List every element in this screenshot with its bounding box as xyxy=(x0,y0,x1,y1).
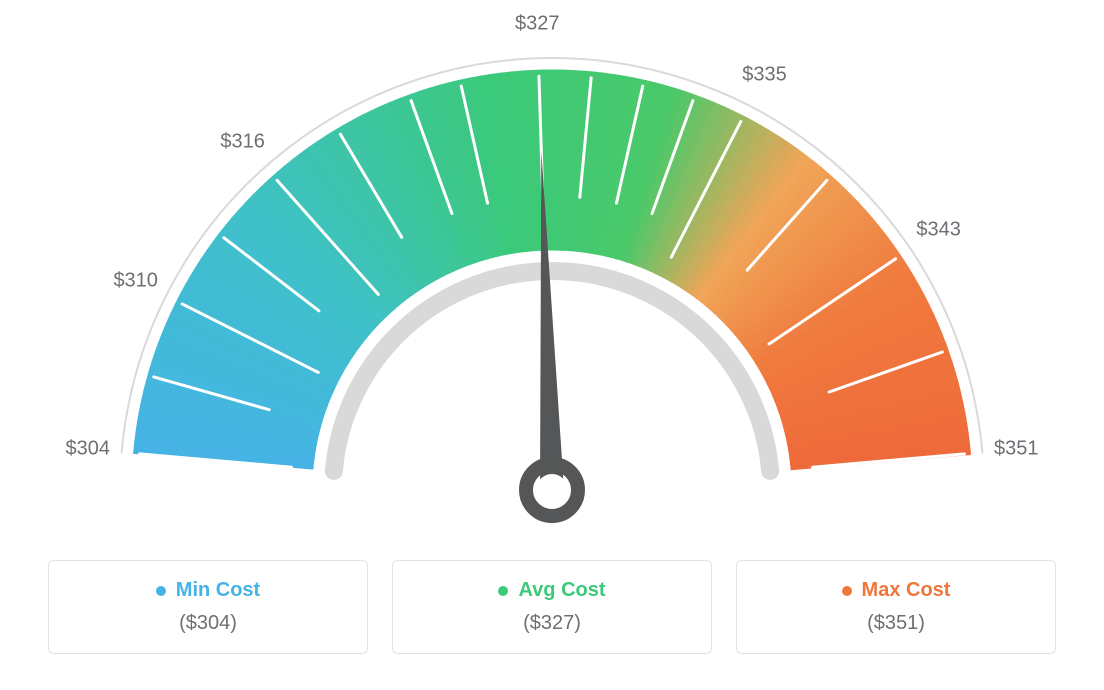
gauge-tick-label: $335 xyxy=(742,64,787,87)
gauge-tick-label: $310 xyxy=(113,269,158,292)
cost-gauge-chart: $304 $310 $316 $327 $335 $343 $351 Min Cost ($… xyxy=(0,0,1104,674)
legend-box-avg: Avg Cost ($327) xyxy=(392,560,712,654)
legend-value-max: ($351) xyxy=(737,612,1055,635)
gauge-tick-label: $304 xyxy=(66,438,111,461)
legend-title-min: Min Cost xyxy=(156,579,260,602)
legend-title-max: Max Cost xyxy=(842,579,951,602)
dot-icon-avg xyxy=(498,586,508,596)
legend-box-max: Max Cost ($351) xyxy=(736,560,1056,654)
gauge-tick-label: $327 xyxy=(515,13,560,36)
legend-label-max: Max Cost xyxy=(862,579,951,602)
dot-icon-max xyxy=(842,586,852,596)
dot-icon-min xyxy=(156,586,166,596)
legend-box-min: Min Cost ($304) xyxy=(48,560,368,654)
legend-value-avg: ($327) xyxy=(393,612,711,635)
legend: Min Cost ($304) Avg Cost ($327) Max Cost… xyxy=(40,560,1064,654)
gauge-tick-label: $351 xyxy=(994,438,1039,461)
legend-title-avg: Avg Cost xyxy=(498,579,605,602)
gauge-svg xyxy=(40,20,1064,540)
gauge-tick-label: $316 xyxy=(220,130,265,153)
gauge-area: $304$310$316$327$335$343$351 xyxy=(40,20,1064,540)
gauge-tick-label: $343 xyxy=(916,218,961,241)
legend-label-min: Min Cost xyxy=(176,579,260,602)
legend-value-min: ($304) xyxy=(49,612,367,635)
legend-label-avg: Avg Cost xyxy=(518,579,605,602)
